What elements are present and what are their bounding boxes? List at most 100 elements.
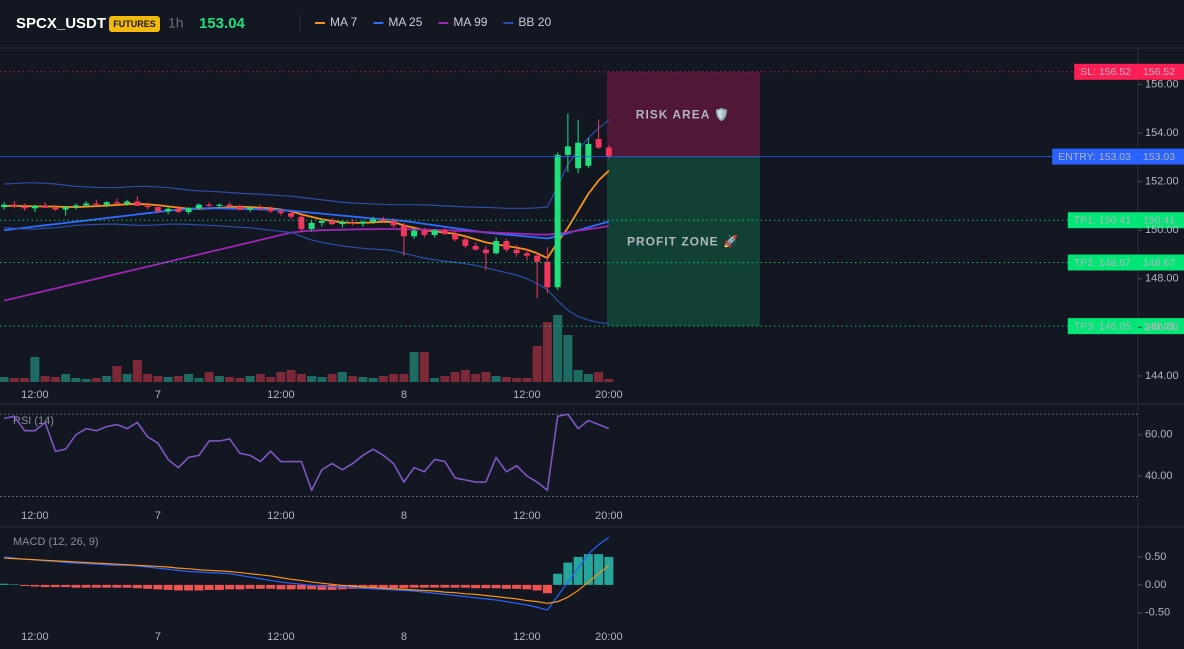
candle-body <box>144 205 151 208</box>
candle-body <box>21 206 28 209</box>
histogram-bar <box>471 584 481 589</box>
volume-bar <box>389 374 399 382</box>
histogram-bar <box>450 584 460 588</box>
volume-bar <box>214 376 224 382</box>
histogram-bar <box>266 584 276 589</box>
histogram-bar <box>317 584 327 590</box>
volume-bar <box>327 374 337 382</box>
candle-body <box>11 204 18 207</box>
volume-bar <box>132 360 142 382</box>
histogram-bar <box>286 584 296 590</box>
candle-body <box>134 201 141 206</box>
macd-title: MACD (12, 26, 9) <box>13 536 99 548</box>
level-price: 153.03 <box>1143 151 1175 163</box>
histogram-bar <box>573 556 583 585</box>
histogram-bar <box>481 584 491 589</box>
volume-bar <box>501 377 511 382</box>
histogram-bar <box>194 584 204 591</box>
level-label-tag <box>1067 318 1135 335</box>
histogram-bar <box>348 584 358 589</box>
legend-label: BB 20 <box>518 15 551 29</box>
candle-body <box>175 208 182 212</box>
histogram-bar <box>583 554 593 585</box>
y-tick-label: 150.00 <box>1145 224 1179 236</box>
x-tick-label: 12:00 <box>267 631 295 643</box>
volume-bar <box>163 377 173 382</box>
histogram-bar <box>225 584 235 590</box>
x-tick-label: 7 <box>155 510 161 522</box>
histogram-bar <box>61 584 71 588</box>
y-tick-label: 154.00 <box>1145 127 1179 139</box>
volume-bar <box>532 346 542 382</box>
level-price: 146.05 <box>1143 320 1175 332</box>
volume-bar <box>276 372 286 382</box>
volume-bar <box>61 374 71 382</box>
histogram-bar <box>430 584 440 588</box>
candle-body <box>462 239 469 246</box>
badge-bg <box>109 16 160 32</box>
histogram-bar <box>20 584 30 586</box>
candle-body <box>267 208 274 212</box>
x-tick-label: 7 <box>155 389 161 401</box>
histogram-bar <box>235 584 245 590</box>
histogram-bar <box>30 584 40 587</box>
candle-body <box>124 201 131 204</box>
candle-body <box>288 213 295 217</box>
histogram-bar <box>71 584 81 588</box>
x-tick-label: 7 <box>155 631 161 643</box>
histogram-bar <box>563 562 573 585</box>
candle-body <box>195 204 202 209</box>
level-label: TP1: 150.41 <box>1074 215 1131 227</box>
y-tick-label: -0.50 <box>1145 607 1170 619</box>
candle-body <box>226 204 233 207</box>
volume-bar <box>173 376 183 382</box>
candle-body <box>564 146 571 155</box>
volume-bar <box>563 335 573 382</box>
y-tick-label: 0.00 <box>1145 579 1166 591</box>
candle-body <box>83 203 90 206</box>
candle-body <box>493 241 500 254</box>
candle-body <box>513 249 520 254</box>
histogram-bar <box>0 583 9 585</box>
volume-bar <box>255 374 265 382</box>
candle-body <box>31 205 38 209</box>
legend-label: MA 25 <box>388 15 422 29</box>
candle-body <box>421 230 428 236</box>
y-tick-label: 148.00 <box>1145 273 1179 285</box>
y-tick-label: 0.50 <box>1145 551 1166 563</box>
level-price: 148.67 <box>1143 257 1175 269</box>
candle-body <box>441 230 448 234</box>
volume-bar <box>122 374 132 382</box>
last-price: 153.04 <box>199 15 246 32</box>
volume-bar <box>235 378 245 382</box>
volume-bar <box>91 378 101 382</box>
histogram-bar <box>163 584 173 590</box>
histogram-bar <box>204 584 214 590</box>
histogram-bar <box>214 584 224 590</box>
candle-body <box>329 220 336 225</box>
candle-body <box>595 139 602 148</box>
histogram-bar <box>184 584 194 591</box>
volume-bar <box>399 374 409 382</box>
candle-body <box>103 202 110 205</box>
candle-body <box>452 233 459 240</box>
volume-bar <box>337 372 347 382</box>
histogram-bar <box>255 584 265 589</box>
y-tick-label: 146.00 <box>1145 321 1179 333</box>
histogram-bar <box>81 584 91 588</box>
volume-bar <box>553 315 563 382</box>
legend-label: MA 7 <box>330 15 358 29</box>
level-label: TP2: 148.67 <box>1074 257 1131 269</box>
histogram-bar <box>276 584 286 590</box>
volume-bar <box>491 376 501 382</box>
histogram-bar <box>245 584 255 589</box>
volume-bar <box>471 374 481 382</box>
candle-body <box>247 207 254 210</box>
x-tick-label: 20:00 <box>595 631 623 643</box>
volume-bar <box>542 322 552 382</box>
candle-body <box>585 143 592 166</box>
level-label: SL: 156.52 <box>1080 66 1131 78</box>
zone-label: RISK AREA 🛡️ <box>636 107 730 121</box>
histogram-bar <box>153 584 163 590</box>
